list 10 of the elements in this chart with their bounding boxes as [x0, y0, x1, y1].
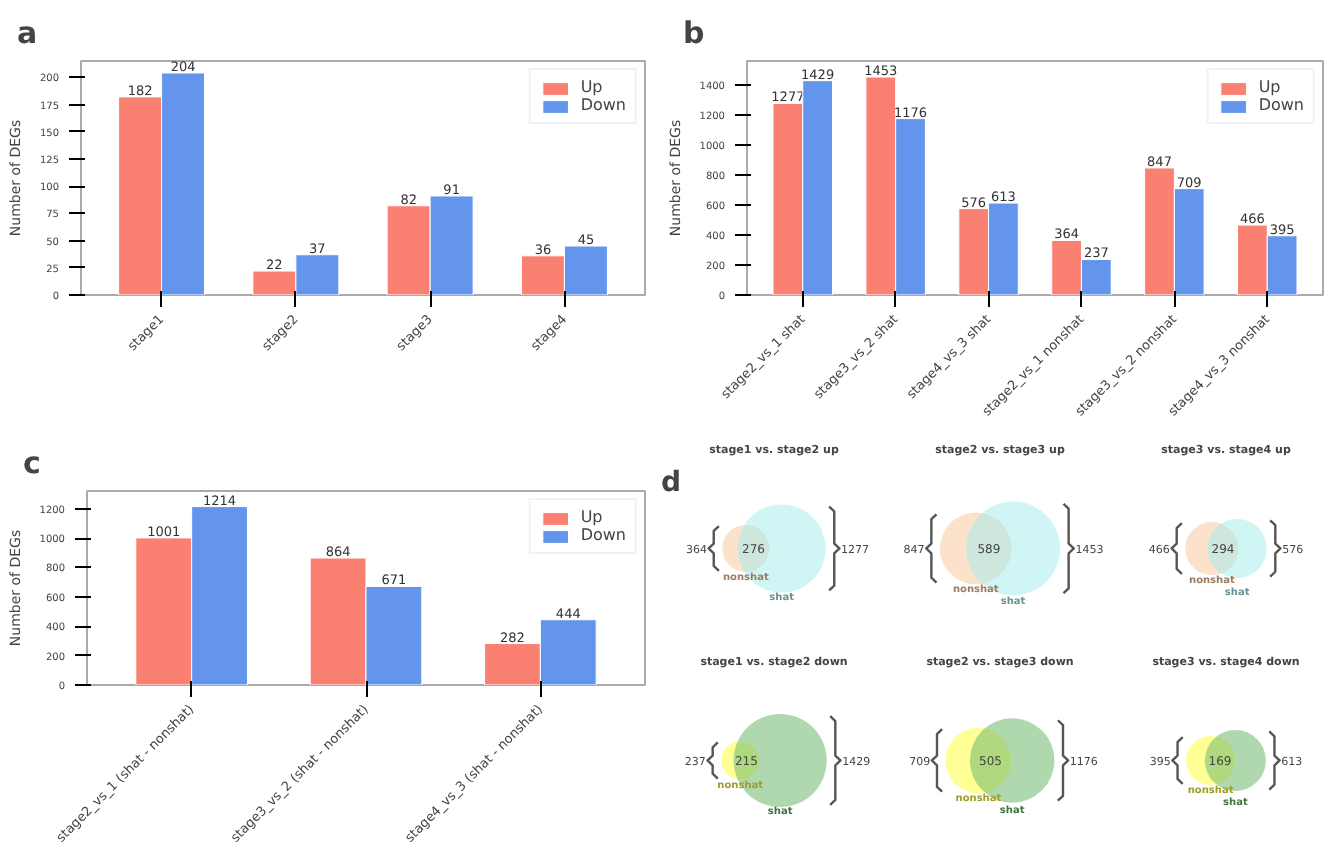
legend-label: Up [1258, 78, 1283, 96]
chart-title: a [17, 15, 38, 51]
legend-label: Up [580, 78, 605, 96]
legend-label: Up [580, 508, 605, 526]
legend-label: Down [580, 96, 626, 114]
legend-label: Down [1258, 96, 1304, 114]
chart-title: b [683, 15, 705, 51]
chart-title: c [23, 445, 41, 481]
text: d [661, 467, 682, 499]
legend-label: Down [580, 526, 626, 544]
